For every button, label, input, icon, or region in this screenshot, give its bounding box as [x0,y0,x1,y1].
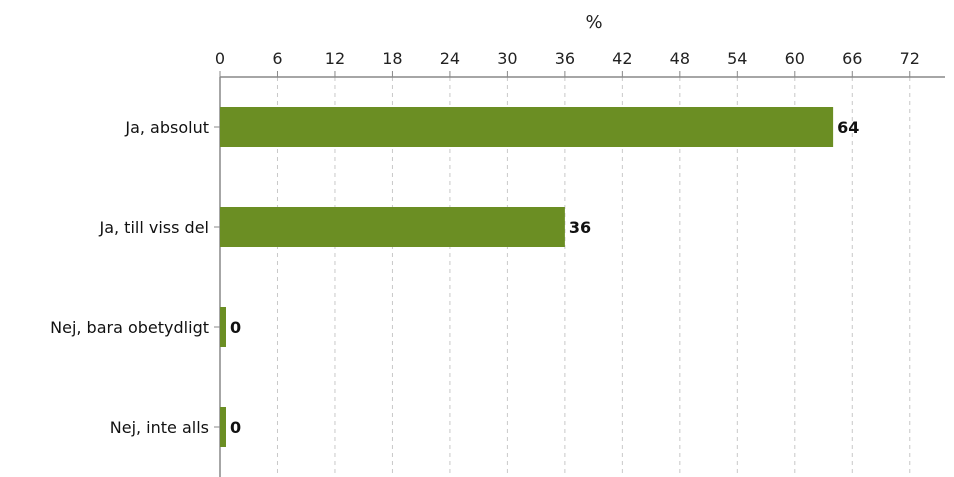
x-axis-title: % [585,12,602,33]
x-tick-label: 60 [785,49,805,68]
x-tick-label: 54 [727,49,747,68]
data-label: 0 [230,418,241,437]
data-label: 0 [230,318,241,337]
x-tick-label: 48 [670,49,690,68]
bar [220,107,834,147]
bar [220,307,226,347]
x-axis-ticks: 0 6 12 18 24 30 36 42 48 54 60 66 72 [215,49,920,77]
x-tick-label: 12 [325,49,345,68]
x-tick-label: 0 [215,49,225,68]
category-label: Ja, absolut [124,118,209,137]
data-label: 36 [569,218,591,237]
x-tick-label: 42 [612,49,632,68]
x-tick-label: 6 [272,49,282,68]
x-tick-label: 18 [382,49,402,68]
bars: Ja, absolut 64 Ja, till viss del 36 Nej, bar… [50,107,859,447]
x-tick-label: 36 [555,49,575,68]
category-label: Nej, bara obetydligt [50,318,209,337]
bar [220,207,565,247]
x-tick-label: 24 [440,49,460,68]
category-label: Nej, inte alls [110,418,209,437]
x-tick-label: 30 [497,49,517,68]
bar [220,407,226,447]
x-tick-label: 72 [900,49,920,68]
data-label: 64 [837,118,859,137]
category-label: Ja, till viss del [98,218,209,237]
x-tick-label: 66 [842,49,862,68]
